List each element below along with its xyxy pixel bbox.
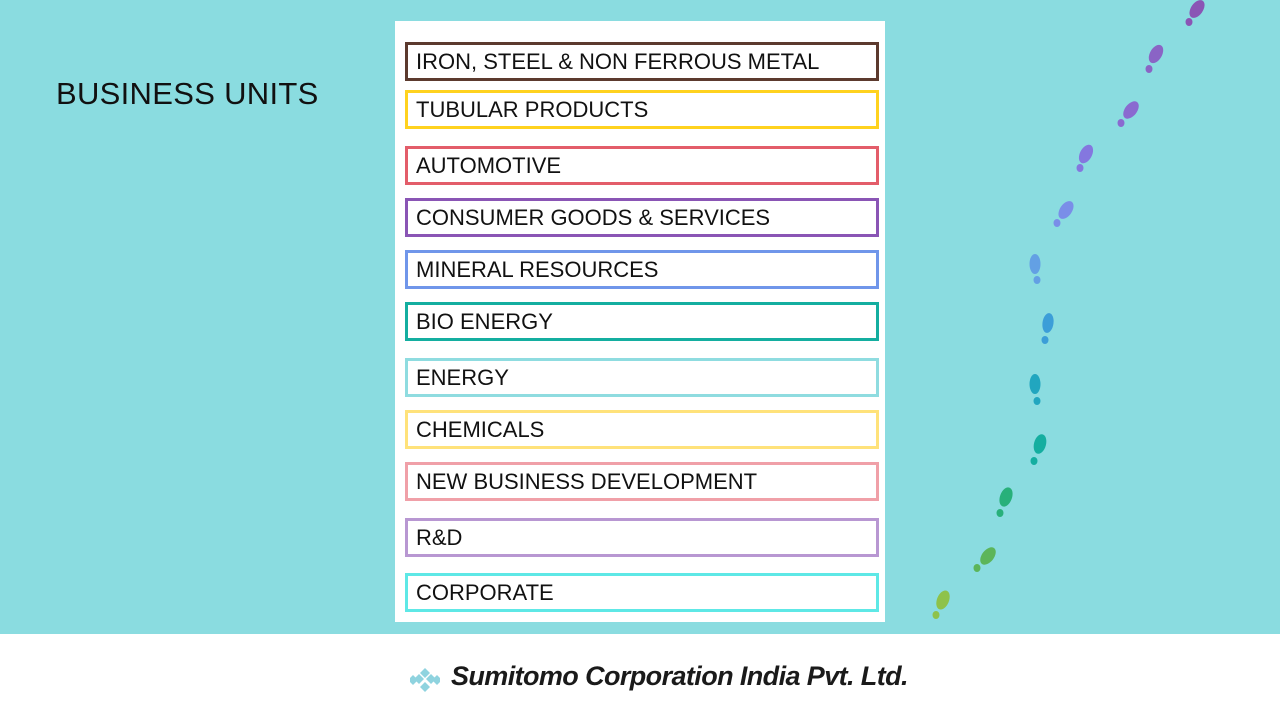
unit-bio-energy: BIO ENERGY <box>405 302 879 341</box>
unit-tubular-products: TUBULAR PRODUCTS <box>405 90 879 129</box>
unit-rnd: R&D <box>405 518 879 557</box>
unit-chemicals: CHEMICALS <box>405 410 879 449</box>
unit-corporate: CORPORATE <box>405 573 879 612</box>
footer <box>0 634 1280 720</box>
unit-energy: ENERGY <box>405 358 879 397</box>
sumitomo-logo-icon <box>410 668 440 692</box>
unit-automotive: AUTOMOTIVE <box>405 146 879 185</box>
company-name: Sumitomo Corporation India Pvt. Ltd. <box>451 661 908 691</box>
unit-mineral-resources: MINERAL RESOURCES <box>405 250 879 289</box>
slide-title: BUSINESS UNITS <box>56 76 319 111</box>
unit-consumer-goods: CONSUMER GOODS & SERVICES <box>405 198 879 237</box>
unit-iron-steel: IRON, STEEL & NON FERROUS METAL <box>405 42 879 81</box>
unit-new-business-development: NEW BUSINESS DEVELOPMENT <box>405 462 879 501</box>
